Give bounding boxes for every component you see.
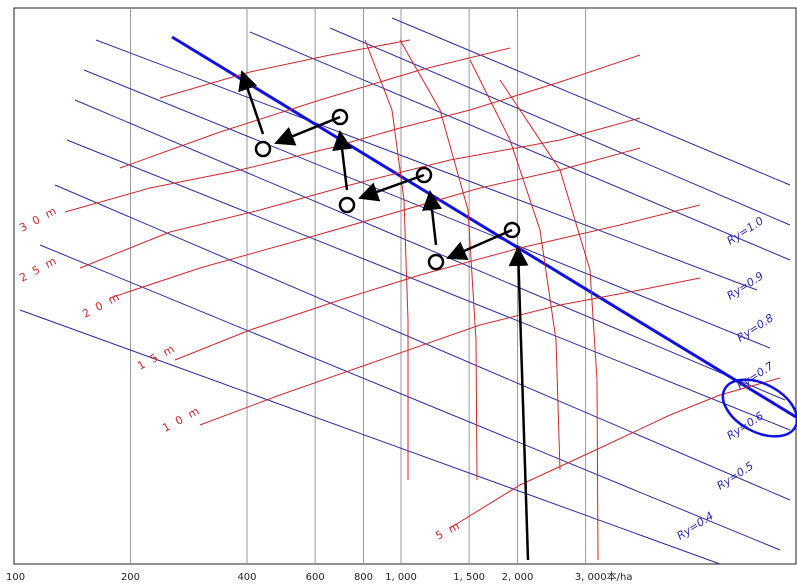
x-tick-label: 1, 500 xyxy=(453,572,485,583)
trajectory-arrow xyxy=(446,228,513,260)
x-tick-label: 2, 000 xyxy=(502,572,534,583)
height-curve-label: 2 5 m xyxy=(17,254,60,285)
density-limit-curve xyxy=(364,39,409,480)
height-curve-label: 2 0 m xyxy=(80,290,123,321)
x-tick-label: 3, 000本/ha xyxy=(575,570,633,583)
ry-line xyxy=(249,31,791,261)
trajectory-arrow xyxy=(358,173,425,202)
ry-line-label: Ry=0.4 xyxy=(675,509,716,542)
ry-line xyxy=(66,139,791,431)
height-curve xyxy=(64,54,641,213)
x-tick-label: 1, 000 xyxy=(385,572,417,583)
trajectory-arrow xyxy=(422,190,442,246)
height-curve xyxy=(119,47,511,169)
ry-line-label: Ry=0.5 xyxy=(715,459,756,492)
ry-line xyxy=(54,184,791,501)
x-tick-label: 600 xyxy=(306,572,325,583)
density-limit-curve xyxy=(399,39,478,481)
trajectory-arrow xyxy=(508,246,530,561)
ry-highlight-ellipse xyxy=(721,378,797,438)
ry-line-label: Ry=1.0 xyxy=(725,214,766,247)
height-curve xyxy=(199,277,701,426)
height-curve-label: 3 0 m xyxy=(17,204,60,235)
plot-frame xyxy=(13,7,797,565)
height-curve xyxy=(449,377,781,529)
ry-lines xyxy=(19,17,791,565)
x-tick-label: 200 xyxy=(121,572,140,583)
ry-line xyxy=(39,244,781,551)
density-limit-curve xyxy=(499,79,599,561)
x-tick-label: 400 xyxy=(237,572,256,583)
ry-line xyxy=(95,39,758,291)
height-curve-label: 1 5 m xyxy=(135,342,178,373)
ry-line-label: Ry=0.8 xyxy=(735,311,776,344)
x-tick-label: 100 xyxy=(6,572,25,583)
height-curve xyxy=(174,204,701,361)
height-curve xyxy=(79,117,641,269)
trajectory-circle xyxy=(338,196,356,214)
ry-line xyxy=(329,27,791,226)
ry-line xyxy=(391,17,791,186)
highlighted-ry-line xyxy=(171,35,797,419)
height-curve xyxy=(159,39,411,99)
trajectory-arrow xyxy=(274,115,341,146)
trajectory-arrow xyxy=(238,70,265,135)
x-tick-label: 800 xyxy=(354,572,373,583)
ry-line xyxy=(74,99,786,401)
ry-line xyxy=(19,309,721,565)
height-curves xyxy=(64,39,781,561)
density-limit-curve xyxy=(469,59,561,471)
height-curve-label: 1 0 m xyxy=(160,404,203,435)
ry-line-label: Ry=0.9 xyxy=(725,269,766,302)
trajectory-circle xyxy=(254,140,272,158)
height-curve-label: 5 m xyxy=(433,518,463,542)
trajectory-circle xyxy=(427,253,445,271)
ry-line xyxy=(83,69,771,349)
trajectory-arrow xyxy=(332,130,353,191)
